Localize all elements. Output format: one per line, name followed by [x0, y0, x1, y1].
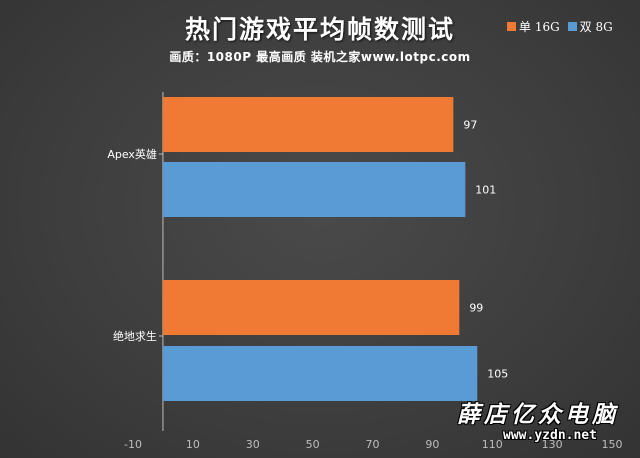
bar-single [162, 97, 454, 152]
legend-label-dual: 双 8G [579, 20, 613, 34]
legend-swatch-dual [567, 22, 577, 31]
category-label: Apex英雄 [107, 147, 157, 161]
x-tick-label: 150 [602, 438, 623, 451]
x-tick-label: 130 [542, 438, 563, 451]
legend-swatch-single [507, 22, 516, 31]
x-tick-label: 90 [425, 438, 439, 451]
chart-subtitle: 画质：1080P 最高画质 装机之家www.lotpc.com [169, 50, 471, 64]
x-tick-label: 110 [482, 438, 503, 451]
data-label: 97 [463, 119, 477, 132]
x-tick-label: 70 [366, 438, 380, 451]
category-label: 绝地求生 [113, 329, 157, 343]
chart-legend: 单 16G 双 8G [507, 18, 613, 35]
x-tick-label: 50 [306, 438, 320, 451]
data-label: 101 [475, 184, 496, 197]
x-tick-label: 30 [246, 438, 260, 451]
legend-item-single: 单 16G [507, 18, 560, 35]
data-label: 105 [487, 368, 508, 381]
data-label: 99 [469, 302, 483, 315]
legend-label-single: 单 16G [519, 20, 560, 34]
chart-title: 热门游戏平均帧数测试 [184, 15, 455, 44]
bar-dual [162, 346, 478, 401]
x-tick-label: 10 [186, 438, 200, 451]
watermark-url: www.yzdn.net [503, 428, 597, 443]
legend-item-dual: 双 8G [567, 18, 613, 35]
watermark-logo-text: 薛店亿众电脑 [457, 401, 619, 428]
bar-single [162, 280, 460, 335]
bar-dual [162, 162, 466, 217]
x-tick-label: -10 [124, 438, 142, 451]
